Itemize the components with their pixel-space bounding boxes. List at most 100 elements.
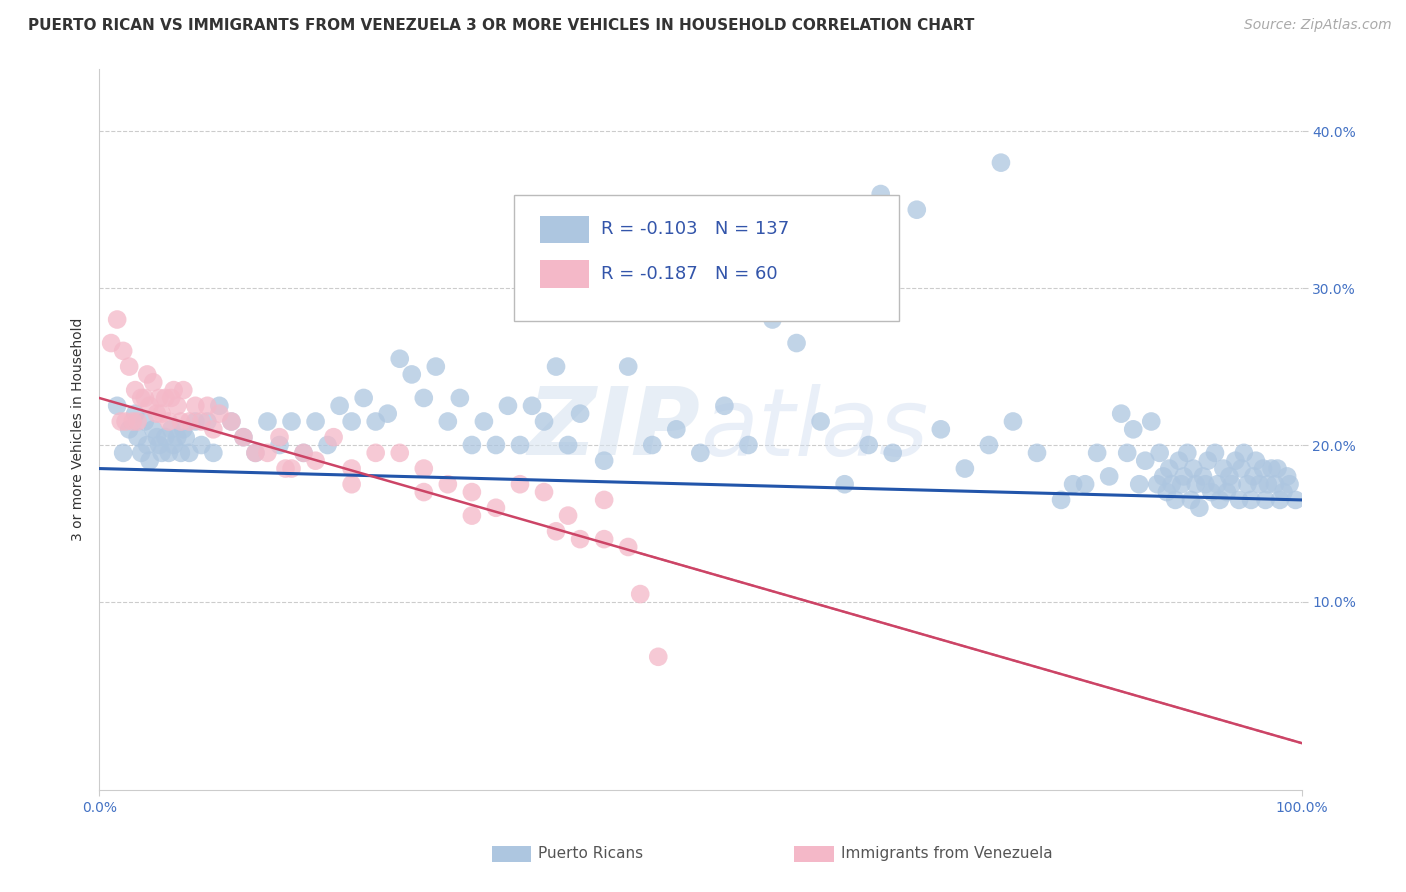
Point	[340, 477, 363, 491]
Point	[1254, 492, 1277, 507]
Point	[1146, 477, 1168, 491]
Point	[195, 415, 218, 429]
Point	[136, 368, 159, 382]
Point	[1268, 492, 1291, 507]
Point	[1249, 477, 1271, 491]
Point	[617, 540, 640, 554]
Point	[292, 446, 315, 460]
Point	[364, 415, 387, 429]
Point	[869, 187, 891, 202]
Point	[172, 422, 194, 436]
Text: R = -0.187   N = 60: R = -0.187 N = 60	[600, 265, 778, 283]
Point	[665, 422, 688, 436]
Point	[647, 649, 669, 664]
Point	[1233, 446, 1256, 460]
Point	[713, 399, 735, 413]
Point	[401, 368, 423, 382]
Point	[437, 477, 460, 491]
Point	[148, 438, 170, 452]
Point	[1204, 446, 1226, 460]
Point	[953, 461, 976, 475]
Point	[353, 391, 375, 405]
Point	[163, 438, 186, 452]
Point	[509, 477, 531, 491]
Point	[437, 415, 460, 429]
Point	[761, 312, 783, 326]
Point	[1098, 469, 1121, 483]
Text: Immigrants from Venezuela: Immigrants from Venezuela	[841, 847, 1053, 861]
Point	[1275, 469, 1298, 483]
Point	[150, 407, 173, 421]
Point	[544, 524, 567, 539]
Point	[1135, 453, 1157, 467]
Point	[174, 430, 197, 444]
Point	[544, 359, 567, 374]
Point	[1240, 492, 1263, 507]
Point	[195, 399, 218, 413]
Point	[157, 415, 180, 429]
Point	[179, 415, 201, 429]
Point	[322, 430, 344, 444]
Point	[1156, 485, 1178, 500]
Point	[124, 407, 146, 421]
Point	[569, 407, 592, 421]
Point	[142, 422, 165, 436]
Text: atlas: atlas	[700, 384, 928, 475]
Point	[1243, 469, 1265, 483]
Point	[1140, 415, 1163, 429]
Point	[377, 407, 399, 421]
Point	[412, 485, 434, 500]
Point	[1209, 492, 1232, 507]
Point	[340, 415, 363, 429]
Point	[472, 415, 495, 429]
Point	[280, 461, 302, 475]
Point	[1227, 492, 1250, 507]
Point	[316, 438, 339, 452]
Point	[166, 430, 188, 444]
Point	[138, 453, 160, 467]
Point	[221, 415, 243, 429]
Point	[1184, 477, 1206, 491]
Text: Source: ZipAtlas.com: Source: ZipAtlas.com	[1244, 18, 1392, 32]
Point	[208, 399, 231, 413]
Point	[1167, 453, 1189, 467]
Point	[170, 415, 193, 429]
Point	[112, 446, 135, 460]
Point	[245, 446, 267, 460]
Point	[232, 430, 254, 444]
Point	[208, 407, 231, 421]
Point	[172, 383, 194, 397]
Point	[1201, 485, 1223, 500]
Point	[1116, 446, 1139, 460]
Point	[412, 391, 434, 405]
Point	[1164, 492, 1187, 507]
Point	[202, 446, 225, 460]
Point	[304, 415, 326, 429]
Point	[1236, 477, 1258, 491]
Point	[100, 336, 122, 351]
Point	[256, 446, 278, 460]
Point	[110, 415, 132, 429]
Point	[810, 415, 832, 429]
Point	[1074, 477, 1097, 491]
Point	[150, 446, 173, 460]
Point	[425, 359, 447, 374]
Point	[990, 155, 1012, 169]
Point	[1251, 461, 1274, 475]
Point	[1085, 446, 1108, 460]
Point	[1216, 485, 1239, 500]
Point	[155, 430, 177, 444]
Point	[834, 477, 856, 491]
Point	[1272, 485, 1295, 500]
Point	[858, 438, 880, 452]
Point	[364, 446, 387, 460]
Point	[593, 453, 616, 467]
Point	[129, 446, 152, 460]
Point	[163, 383, 186, 397]
Point	[593, 532, 616, 546]
Point	[269, 430, 291, 444]
Point	[118, 422, 141, 436]
Point	[1260, 461, 1282, 475]
Point	[533, 485, 555, 500]
Point	[388, 446, 411, 460]
